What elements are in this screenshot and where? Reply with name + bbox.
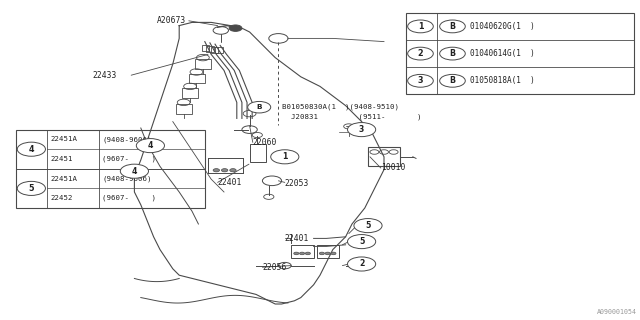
Bar <box>208 158 243 173</box>
Bar <box>176 104 192 114</box>
Text: 5: 5 <box>365 221 371 230</box>
Circle shape <box>440 74 465 87</box>
Text: B01050830A(1  )(9408-9510): B01050830A(1 )(9408-9510) <box>282 104 399 110</box>
Circle shape <box>408 20 433 33</box>
Text: 4: 4 <box>148 141 153 150</box>
Circle shape <box>221 169 228 172</box>
Bar <box>195 59 211 69</box>
Text: 3: 3 <box>359 125 364 134</box>
Text: 5: 5 <box>29 184 34 193</box>
Text: 22451A: 22451A <box>51 136 77 142</box>
Text: 01040614G(1  ): 01040614G(1 ) <box>470 49 535 58</box>
Text: 2: 2 <box>359 260 364 268</box>
Circle shape <box>354 219 382 233</box>
Circle shape <box>248 101 271 113</box>
Text: 22451: 22451 <box>51 156 73 162</box>
Text: B: B <box>257 104 262 110</box>
Circle shape <box>348 235 376 249</box>
Bar <box>211 47 218 52</box>
Text: B: B <box>449 76 456 85</box>
Text: 10010: 10010 <box>381 164 405 172</box>
Bar <box>182 88 198 98</box>
Circle shape <box>294 252 299 255</box>
Circle shape <box>305 252 310 255</box>
Text: 22452: 22452 <box>51 195 73 201</box>
Circle shape <box>408 47 433 60</box>
Text: 4: 4 <box>29 145 34 154</box>
Circle shape <box>440 20 465 33</box>
Text: (9408-9606): (9408-9606) <box>102 136 152 143</box>
Bar <box>250 144 266 162</box>
Circle shape <box>325 252 330 255</box>
Bar <box>16 130 205 208</box>
Text: 01050818A(1  ): 01050818A(1 ) <box>470 76 535 85</box>
Circle shape <box>17 181 45 196</box>
Circle shape <box>213 169 220 172</box>
Text: (9607-     ): (9607- ) <box>102 195 156 202</box>
Circle shape <box>229 25 242 31</box>
Circle shape <box>319 252 324 255</box>
Circle shape <box>348 257 376 271</box>
Text: 5: 5 <box>359 237 364 246</box>
Text: 2: 2 <box>418 49 423 58</box>
Bar <box>368 147 400 166</box>
Bar <box>215 47 223 53</box>
Circle shape <box>271 150 299 164</box>
Circle shape <box>120 164 148 178</box>
Text: 22053: 22053 <box>285 180 309 188</box>
Text: B: B <box>449 49 456 58</box>
Circle shape <box>348 123 376 137</box>
Circle shape <box>440 47 465 60</box>
Bar <box>317 245 339 258</box>
Text: B: B <box>449 22 456 31</box>
Bar <box>291 245 314 258</box>
Text: 1: 1 <box>418 22 423 31</box>
Circle shape <box>17 142 45 156</box>
Text: 1: 1 <box>282 152 287 161</box>
Circle shape <box>300 252 305 255</box>
Text: 4: 4 <box>132 167 137 176</box>
Text: 22451A: 22451A <box>51 176 77 182</box>
Text: 22401: 22401 <box>218 178 242 187</box>
Circle shape <box>331 252 336 255</box>
Text: (9607-     ): (9607- ) <box>102 156 156 162</box>
Text: 22060: 22060 <box>253 138 277 147</box>
Text: A20673: A20673 <box>157 16 186 25</box>
Text: 01040620G(1  ): 01040620G(1 ) <box>470 22 535 31</box>
Text: 22401: 22401 <box>285 234 309 243</box>
Text: (9408-9606): (9408-9606) <box>102 175 152 182</box>
Bar <box>206 46 214 52</box>
Text: J20831         (9511-       ): J20831 (9511- ) <box>291 114 422 120</box>
Circle shape <box>230 169 236 172</box>
Bar <box>406 13 634 94</box>
Bar <box>202 45 209 51</box>
Text: 22056: 22056 <box>262 263 287 272</box>
Text: 22433: 22433 <box>93 71 117 80</box>
Bar <box>189 74 205 83</box>
Circle shape <box>408 74 433 87</box>
Text: A090001054: A090001054 <box>596 309 637 315</box>
Text: 3: 3 <box>418 76 423 85</box>
Circle shape <box>136 139 164 153</box>
